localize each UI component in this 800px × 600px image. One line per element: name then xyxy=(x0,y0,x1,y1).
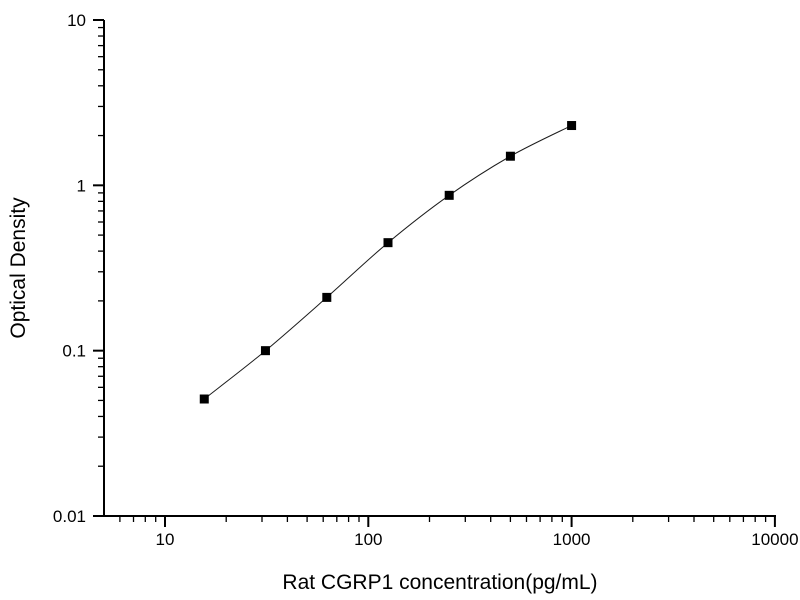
data-point-marker xyxy=(505,151,515,161)
axes xyxy=(103,20,776,517)
x-tick-label: 10 xyxy=(156,530,175,549)
y-tick-label: 0.1 xyxy=(62,342,86,361)
y-tick-label: 0.01 xyxy=(53,507,86,526)
x-tick-label: 100 xyxy=(354,530,382,549)
data-point-marker xyxy=(567,121,577,131)
axis-tick-labels: 10 100 1000 10000 10 1 0.1 0.01 xyxy=(53,11,799,549)
data-point-marker xyxy=(322,292,332,302)
axis-ticks xyxy=(93,19,776,527)
x-tick-label: 10000 xyxy=(751,530,798,549)
data-point-marker xyxy=(199,394,209,404)
data-point-marker xyxy=(260,346,270,356)
y-axis-title: Optical Density xyxy=(7,197,30,339)
x-axis-title: Rat CGRP1 concentration(pg/mL) xyxy=(282,571,597,594)
data-point-marker xyxy=(383,238,393,248)
y-tick-label: 10 xyxy=(67,11,86,30)
x-tick-label: 1000 xyxy=(553,530,591,549)
y-tick-label: 1 xyxy=(77,176,86,195)
data-point-marker xyxy=(444,190,454,200)
series-line xyxy=(203,125,572,400)
data-series xyxy=(199,121,577,404)
